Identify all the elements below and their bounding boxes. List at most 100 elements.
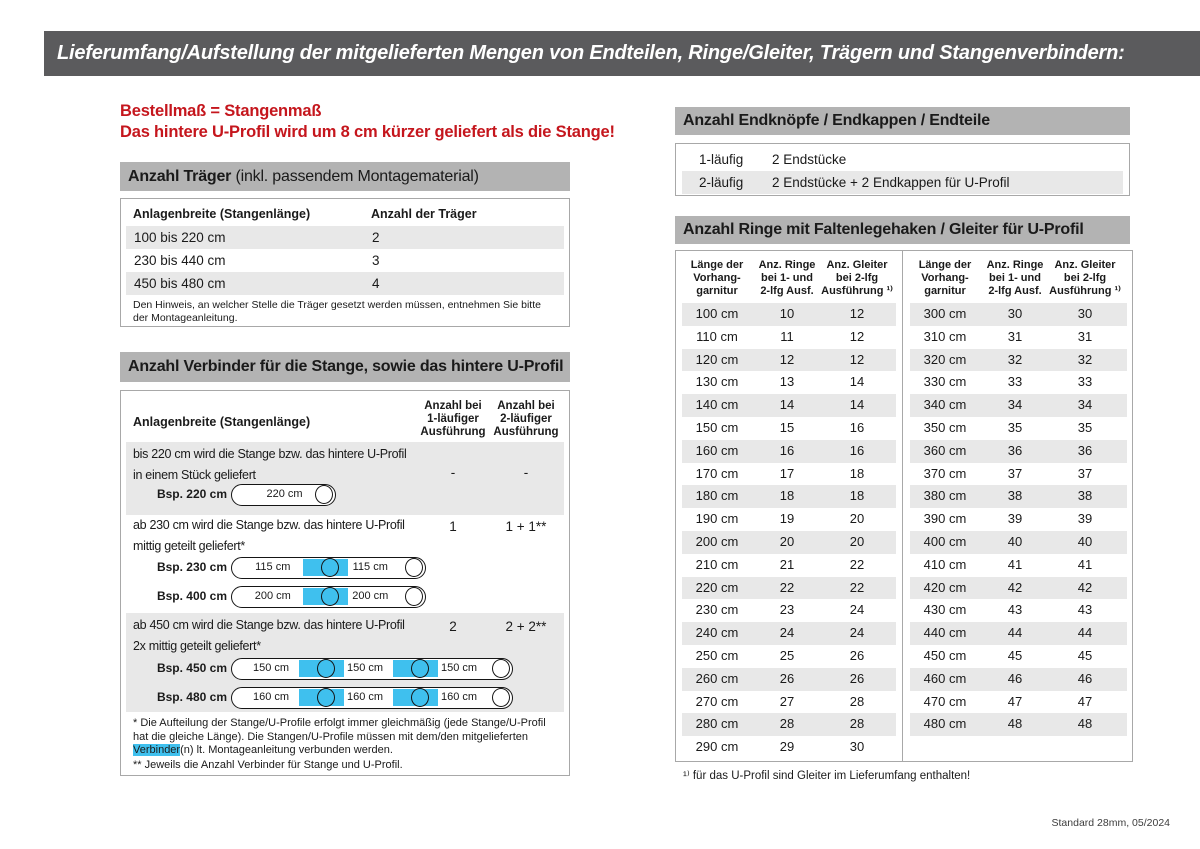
traeger-table: Anlagenbreite (Stangenlänge) Anzahl der …	[120, 198, 570, 327]
rings-cell: 14	[779, 397, 795, 413]
ringe-row: 250 cm 25 26	[682, 645, 896, 668]
ringe-row: 370 cm 37 37	[910, 463, 1127, 486]
page-title-bar: Lieferumfang/Aufstellung der mitgeliefer…	[44, 31, 1200, 76]
length-cell: 220 cm	[695, 579, 739, 595]
rod-diagram: 160 cm 160 cm 160 cm	[231, 687, 513, 709]
gliders-cell: 45	[1077, 647, 1093, 663]
gliders-cell: 46	[1077, 670, 1093, 686]
endteile-inhalt-cell: 2 Endstücke	[772, 152, 847, 167]
rings-cell: 46	[1007, 670, 1023, 686]
rod-example-label: Bsp. 400 cm	[156, 589, 227, 603]
ringe-right-col1-header: Länge der Vorhang- garnitur	[918, 259, 972, 297]
gliders-cell: 43	[1077, 602, 1093, 618]
endteile-section-header: Anzahl Endknöpfe / Endkappen / Endteile	[675, 107, 1130, 135]
traeger-note: Den Hinweis, an welcher Stelle die Träge…	[133, 299, 541, 324]
rings-cell: 21	[779, 556, 795, 572]
gliders-cell: 38	[1077, 488, 1093, 504]
ringe-row: 210 cm 21 22	[682, 554, 896, 577]
gliders-cell: 20	[849, 533, 865, 549]
row-stripe	[126, 442, 564, 515]
traeger-table-head: Anlagenbreite (Stangenlänge) Anzahl der …	[121, 199, 569, 226]
rings-cell: 16	[779, 442, 795, 458]
length-cell: 270 cm	[695, 693, 739, 709]
verbinder-highlighted-word: Verbinder	[133, 744, 181, 756]
ringe-row: 460 cm 46 46	[910, 667, 1127, 691]
ringe-title: Anzahl Ringe mit Faltenlegehaken / Gleit…	[683, 221, 1084, 238]
gliders-cell: 42	[1077, 579, 1093, 595]
ringe-section-header: Anzahl Ringe mit Faltenlegehaken / Gleit…	[675, 216, 1130, 244]
rings-cell: 12	[779, 351, 795, 367]
rings-cell: 41	[1007, 556, 1023, 572]
endteile-typ-cell: 1-läufig	[699, 152, 744, 167]
ringe-table-left-half: Länge der Vorhang- garnitur Anz. Ringe b…	[676, 251, 903, 761]
rings-cell: 35	[1007, 419, 1023, 435]
verbinder-row2-value1: 1	[449, 519, 457, 534]
ringe-row: 150 cm 15 16	[682, 417, 896, 440]
rings-cell: 32	[1007, 351, 1023, 367]
rings-cell: 15	[779, 419, 795, 435]
verbinder-table: Anlagenbreite (Stangenlänge) Anzahl bei …	[120, 390, 570, 776]
length-cell: 330 cm	[923, 374, 967, 390]
traeger-row: 450 bis 480 cm 4	[126, 272, 564, 295]
ringe-row: 430 cm 43 43	[910, 599, 1127, 622]
traeger-row: 230 bis 440 cm 3	[126, 249, 564, 272]
traeger-table-rows: 100 bis 220 cm 2 230 bis 440 cm 3 450 bis 48…	[121, 226, 569, 295]
gliders-cell: 16	[849, 419, 865, 435]
ringe-row: 420 cm 42 42	[910, 576, 1127, 600]
rings-cell: 17	[779, 465, 795, 481]
ringe-row: 230 cm 23 24	[682, 599, 896, 622]
rod-diagram: 200 cm 200 cm	[231, 586, 426, 608]
length-cell: 250 cm	[695, 647, 739, 663]
length-cell: 160 cm	[695, 442, 739, 458]
rings-cell: 20	[779, 533, 795, 549]
verbinder-row2-text: ab 230 cm wird die Stange bzw. das hinte…	[133, 518, 405, 553]
ringe-row: 170 cm 17 18	[682, 463, 896, 486]
ringe-row: 140 cm 14 14	[682, 394, 896, 417]
endteile-table: 1-läufig 2 Endstücke 2-läufig 2 Endstücke +…	[675, 143, 1130, 196]
ringe-row: 310 cm 31 31	[910, 326, 1127, 349]
gliders-cell: 35	[1077, 419, 1093, 435]
ringe-row: 330 cm 33 33	[910, 371, 1127, 394]
endteile-row: 1-läufig 2 Endstücke	[682, 148, 1123, 171]
ringe-row: 180 cm 18 18	[682, 485, 896, 509]
length-cell: 300 cm	[923, 306, 967, 321]
length-cell: 360 cm	[923, 442, 967, 458]
rings-cell: 29	[779, 739, 795, 755]
rings-cell: 23	[779, 602, 795, 618]
rod-endcap-ellipse	[492, 659, 510, 678]
ringe-row: 280 cm 28 28	[682, 713, 896, 737]
length-cell: 480 cm	[923, 716, 967, 732]
rod-endcap-ellipse	[492, 688, 510, 707]
ringe-right-col3-header: Anz. Gleiter bei 2-lfg Ausführung ¹⁾	[1049, 259, 1121, 297]
length-cell: 120 cm	[695, 351, 739, 367]
verbinder-col2-header: Anzahl bei 1-läufiger Ausführung	[420, 400, 486, 438]
gliders-cell: 36	[1077, 442, 1093, 458]
verbinder-row3-value1: 2	[449, 619, 457, 634]
ringe-row: 270 cm 27 28	[682, 691, 896, 714]
gliders-cell: 18	[849, 488, 865, 504]
ringe-row: 220 cm 22 22	[682, 576, 896, 600]
rings-cell: 10	[779, 306, 795, 321]
rod-example-label: Bsp. 480 cm	[156, 690, 227, 704]
length-cell: 420 cm	[923, 579, 967, 595]
rings-cell: 33	[1007, 374, 1023, 390]
rings-cell: 22	[779, 579, 795, 595]
gliders-cell: 24	[849, 602, 865, 618]
traeger-title-normal: (inkl. passendem Montagematerial)	[231, 168, 479, 185]
length-cell: 370 cm	[923, 465, 967, 481]
rings-cell: 31	[1007, 328, 1023, 344]
gliders-cell: 30	[849, 739, 865, 755]
length-cell: 320 cm	[923, 351, 967, 367]
rod-segment-length: 160 cm	[346, 691, 384, 703]
length-cell: 200 cm	[695, 533, 739, 549]
rod-example-label: Bsp. 220 cm	[156, 487, 227, 501]
rod-joint-ellipse	[320, 587, 339, 606]
ringe-row: 390 cm 39 39	[910, 508, 1127, 531]
ringe-row: 380 cm 38 38	[910, 485, 1127, 509]
rod-diagram: 150 cm 150 cm 150 cm	[231, 658, 513, 680]
traeger-breite-cell: 450 bis 480 cm	[134, 276, 226, 291]
gliders-cell: 40	[1077, 533, 1093, 549]
gliders-cell: 30	[1077, 306, 1093, 321]
rings-cell: 18	[779, 488, 795, 504]
verbinder-row2-value2: 1 + 1**	[505, 519, 547, 534]
